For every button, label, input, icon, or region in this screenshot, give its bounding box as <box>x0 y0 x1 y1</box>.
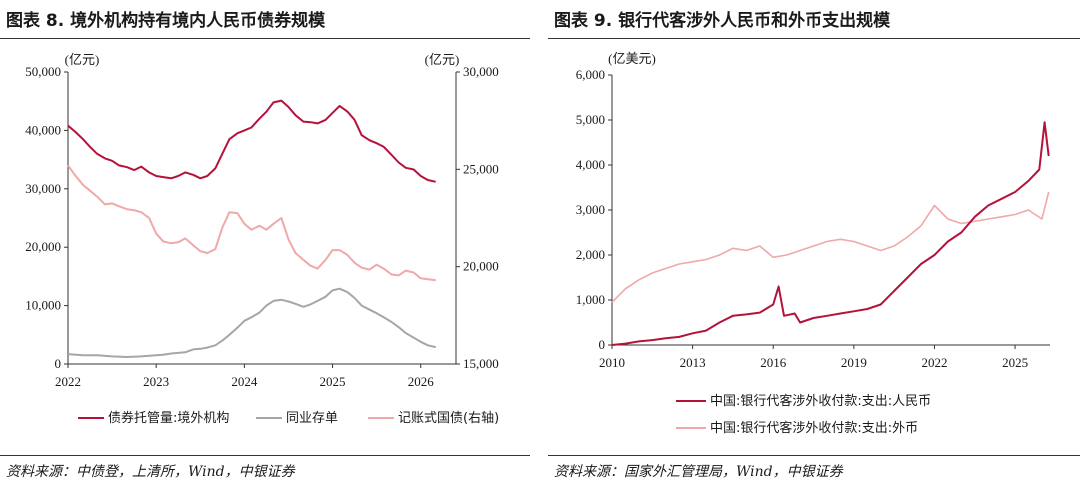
figure-8-title: 图表 8. 境外机构持有境内人民币债券规模 <box>6 11 326 31</box>
x-tick-label: 2010 <box>599 355 625 370</box>
y-right-tick-label: 30,000 <box>463 64 499 79</box>
y-tick-label: 5,000 <box>576 112 605 127</box>
x-tick-label: 2023 <box>143 374 169 389</box>
x-tick-label: 2026 <box>408 374 435 389</box>
y-right-tick-label: 20,000 <box>463 259 499 274</box>
y-tick-label: 1,000 <box>576 292 605 307</box>
x-tick-label: 2013 <box>680 355 706 370</box>
title-rule <box>0 38 530 39</box>
y-tick-label: 6,000 <box>576 67 605 82</box>
series-line-1 <box>67 99 436 183</box>
legend-label: 同业存单 <box>286 411 338 426</box>
y-left-tick-label: 20,000 <box>25 239 61 254</box>
y-unit: (亿美元) <box>608 51 656 66</box>
y-left-tick-label: 0 <box>55 356 62 371</box>
x-tick-label: 2016 <box>760 355 787 370</box>
title-rule <box>548 38 1080 39</box>
y-left-tick-label: 10,000 <box>25 298 61 313</box>
figure-8-panel: 图表 8. 境外机构持有境内人民币债券规模 0 10,000 20,000 30,00… <box>0 0 530 487</box>
source-rule <box>548 455 1080 456</box>
y-left-tick-label: 50,000 <box>25 64 61 79</box>
y-left-unit: (亿元) <box>65 52 100 67</box>
series-line-3 <box>67 164 436 282</box>
series-line-2 <box>67 287 436 358</box>
x-tick-label: 2019 <box>841 355 867 370</box>
x-tick-label: 2022 <box>921 355 947 370</box>
y-tick-label: 3,000 <box>576 202 605 217</box>
y-right-unit: (亿元) <box>425 52 460 67</box>
figure-9-panel: 图表 9. 银行代客涉外人民币和外币支出规模 0 1,000 2,000 3,000 4… <box>548 0 1080 487</box>
x-tick-label: 2025 <box>320 374 346 389</box>
source-rule <box>0 455 530 456</box>
y-left-tick-label: 40,000 <box>25 122 61 137</box>
x-tick-label: 2022 <box>55 374 81 389</box>
x-tick-label: 2024 <box>231 374 258 389</box>
y-right-tick-label: 25,000 <box>463 161 499 176</box>
figure-8-source: 资料来源：中债登，上清所，Wind，中银证券 <box>6 464 295 480</box>
figure-9-title: 图表 9. 银行代客涉外人民币和外币支出规模 <box>554 11 891 31</box>
series-line-1 <box>611 121 1050 346</box>
series-line-2 <box>611 191 1050 303</box>
y-tick-label: 4,000 <box>576 157 605 172</box>
legend-label: 债券托管量:境外机构 <box>108 410 229 426</box>
y-tick-label: 0 <box>599 337 606 352</box>
figure-8-chart: 0 10,000 20,000 30,000 40,000 50,000 15,000 20,… <box>25 52 499 426</box>
figure-9-chart: 0 1,000 2,000 3,000 4,000 5,000 6,000 2010 2013 2… <box>576 51 1050 436</box>
x-tick-label: 2025 <box>1002 355 1028 370</box>
figure-9-source: 资料来源：国家外汇管理局，Wind，中银证券 <box>554 464 843 480</box>
legend-label: 记账式国债(右轴) <box>398 411 499 426</box>
legend-label: 中国:银行代客涉外收付款:支出:人民币 <box>710 393 931 409</box>
legend-label: 中国:银行代客涉外收付款:支出:外币 <box>710 420 918 436</box>
y-left-tick-label: 30,000 <box>25 181 61 196</box>
y-right-tick-label: 15,000 <box>463 356 499 371</box>
y-tick-label: 2,000 <box>576 247 605 262</box>
